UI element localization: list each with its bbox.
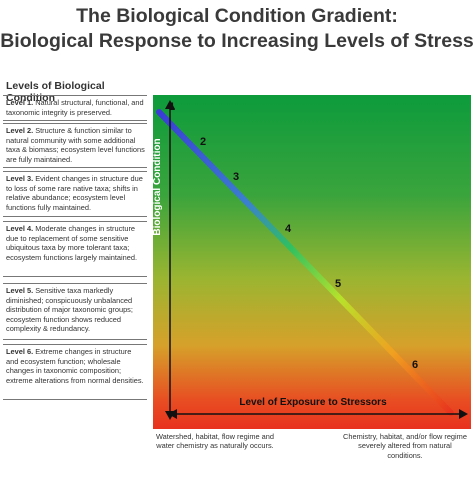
gradient-plot-area: 1 2 3 4 5 6: [153, 95, 471, 429]
level-number-2: 2: [200, 136, 207, 148]
level-number-4: 4: [285, 223, 292, 235]
level-5-text: Sensitive taxa markedly diminished; cons…: [6, 286, 133, 334]
diagram-title: The Biological Condition Gradient: Biolo…: [0, 4, 474, 54]
level-6-text: Extreme changes in structure and ecosyst…: [6, 347, 144, 385]
level-6-box: Level 6. Extreme changes in structure an…: [3, 344, 147, 400]
level-3-text: Evident changes in structure due to loss…: [6, 174, 143, 212]
level-3-label: Level 3.: [6, 174, 34, 183]
level-5-box: Level 5. Sensitive taxa markedly diminis…: [3, 283, 147, 340]
level-5-label: Level 5.: [6, 286, 34, 295]
level-number-5: 5: [335, 278, 342, 290]
level-6-label: Level 6.: [6, 347, 34, 356]
level-3-box: Level 3. Evident changes in structure du…: [3, 171, 147, 217]
level-4-text: Moderate changes in structure due to rep…: [6, 224, 138, 262]
y-axis-arrow: [165, 100, 175, 420]
level-4-label: Level 4.: [6, 224, 34, 233]
level-number-3: 3: [233, 171, 240, 183]
condition-gradient-line: [156, 109, 454, 416]
level-1-box: Level 1. Natural structural, functional,…: [3, 95, 147, 121]
gradient-line-svg: [156, 109, 454, 416]
level-1-text: Natural structural, functional, and taxo…: [6, 98, 144, 117]
level-2-text: Structure & function similar to natural …: [6, 126, 145, 164]
level-4-box: Level 4. Moderate changes in structure d…: [3, 221, 147, 277]
level-number-6: 6: [412, 359, 419, 371]
x-axis-label: Level of Exposure to Stressors: [239, 397, 387, 408]
footer-right-note: Chemistry, habitat, and/or flow regime s…: [343, 432, 467, 460]
title-line-2: Biological Response to Increasing Levels…: [0, 30, 474, 52]
level-2-label: Level 2.: [6, 126, 34, 135]
level-1-label: Level 1.: [6, 98, 34, 107]
x-axis-arrow: [168, 409, 468, 419]
footer-left-note: Watershed, habitat, flow regime and wate…: [155, 432, 275, 451]
level-2-box: Level 2. Structure & function similar to…: [3, 123, 147, 168]
title-line-1: The Biological Condition Gradient:: [76, 5, 398, 27]
